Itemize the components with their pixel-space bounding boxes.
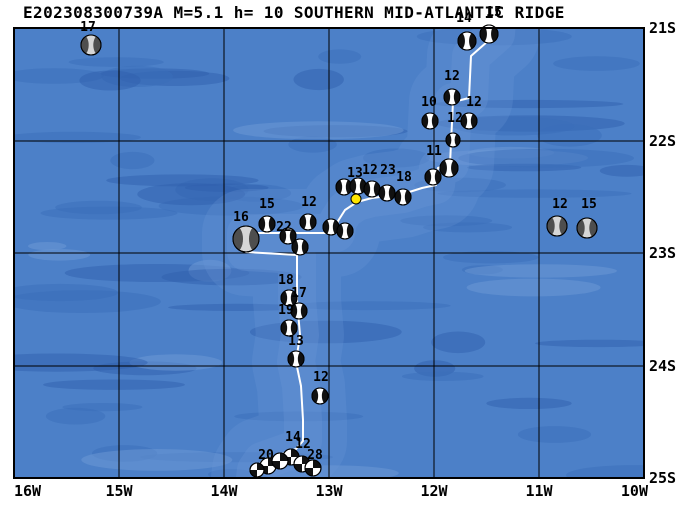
focal-mechanism-beachball (421, 112, 439, 130)
lon-tick-label: 13W (315, 482, 343, 500)
lon-tick-label: 11W (525, 482, 553, 500)
focal-mechanism-beachball (443, 88, 461, 106)
axis-labels: 16W 15W 14W 13W 12W 11W 10W 21S 22S 23S 24S 25S (14, 19, 676, 500)
lon-tick-label: 10W (621, 482, 649, 500)
ocean-background (14, 28, 644, 478)
event-number-label: 12 (313, 370, 329, 385)
focal-mechanism-beachball (271, 452, 289, 470)
event-number-label: 12 (301, 195, 317, 210)
event-number-label: 13 (288, 334, 304, 349)
lon-tick-label: 16W (14, 482, 42, 500)
lon-tick-label: 12W (420, 482, 448, 500)
focal-mechanism-beachball (457, 31, 477, 51)
focal-mechanism-beachball (304, 459, 322, 477)
focal-mechanism-beachball (424, 168, 442, 186)
focal-mechanism-beachball (258, 215, 276, 233)
lat-tick-label: 24S (649, 357, 676, 375)
lon-tick-label: 15W (105, 482, 133, 500)
event-number-label: 12 (466, 95, 482, 110)
focal-mechanism-beachball (279, 227, 297, 245)
event-number-label: 11 (426, 144, 442, 159)
focal-mechanism-beachball (291, 238, 309, 256)
graticule (14, 28, 644, 478)
focal-mechanism-beachball (290, 302, 308, 320)
event-number-label: 15 (486, 5, 502, 20)
current-event-marker (350, 193, 362, 205)
event-number-label: 28 (307, 448, 323, 463)
focal-mechanism-beachball (546, 215, 568, 237)
event-number-label: 14 (285, 430, 301, 445)
focal-mechanism-beachball (445, 132, 461, 148)
map-title: E202308300739A M=5.1 h= 10 SOUTHERN MID-… (23, 3, 565, 22)
event-number-label: 12 (362, 163, 378, 178)
map-border (13, 27, 645, 479)
focal-mechanism-beachball (460, 112, 478, 130)
event-number-label: 18 (278, 273, 294, 288)
event-number-label: 22 (276, 220, 292, 235)
event-number-label: 19 (278, 303, 294, 318)
event-number-label: 20 (258, 448, 274, 463)
focal-mechanism-beachball (336, 222, 354, 240)
focal-mechanism-beachball (287, 350, 305, 368)
lat-tick-label: 21S (649, 19, 676, 37)
focal-mechanism-beachball (576, 217, 598, 239)
focal-mechanism-beachball (280, 319, 298, 337)
focal-mechanism-beachball (80, 34, 102, 56)
focal-mechanism-beachball (311, 387, 329, 405)
focal-mechanism-beachball (439, 158, 459, 178)
event-number-label: 12 (447, 111, 463, 126)
focal-mechanism-beachball (299, 213, 317, 231)
focal-mechanism-beachball (249, 462, 265, 478)
event-number-label: 13 (347, 166, 363, 181)
focal-mechanism-beachball (394, 188, 412, 206)
event-number-label: 14 (456, 11, 472, 26)
event-number-label: 16 (233, 210, 249, 225)
event-number-label: 23 (380, 163, 396, 178)
event-number-label: 18 (396, 170, 412, 185)
event-number-label: 12 (295, 437, 311, 452)
event-number-label: 12 (552, 197, 568, 212)
lat-tick-label: 22S (649, 132, 676, 150)
event-number-label: 15 (581, 197, 597, 212)
lat-tick-label: 25S (649, 469, 676, 487)
event-number-label: 12 (444, 69, 460, 84)
event-number-label: 17 (291, 286, 307, 301)
focal-mechanism-beachball (363, 180, 381, 198)
focal-mechanism-beachball (479, 24, 499, 44)
focal-mechanism-beachball (378, 184, 396, 202)
event-number-label: 10 (421, 95, 437, 110)
focal-mechanism-beachball (280, 289, 298, 307)
focal-mechanism-beachball (232, 225, 260, 253)
lon-tick-label: 14W (210, 482, 238, 500)
event-number-label: 15 (259, 197, 275, 212)
lat-tick-label: 23S (649, 244, 676, 262)
